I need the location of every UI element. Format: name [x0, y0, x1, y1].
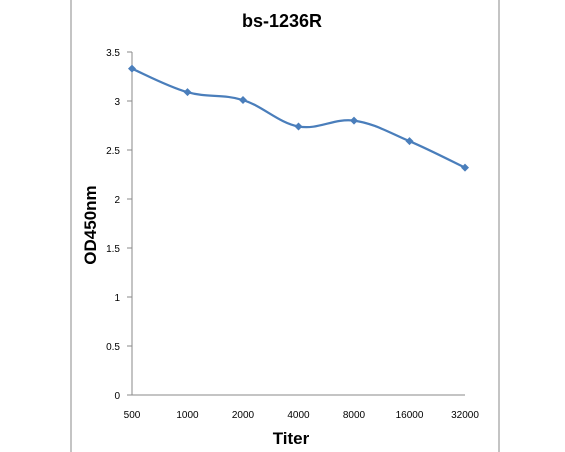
- data-point-marker: [294, 122, 303, 131]
- y-tick-label: 1.5: [106, 244, 120, 255]
- data-point-marker: [183, 88, 192, 97]
- y-tick-label: 2.5: [106, 146, 120, 157]
- y-tick-label: 2: [114, 195, 120, 206]
- chart-title: bs-1236R: [242, 11, 322, 31]
- x-tick-label: 4000: [287, 410, 310, 421]
- data-point-marker: [128, 64, 136, 73]
- x-tick-label: 32000: [451, 410, 479, 421]
- series-layer: [128, 64, 469, 172]
- x-axis-title: Titer: [273, 429, 310, 448]
- x-tick-label: 500: [124, 410, 141, 421]
- x-tick-label: 8000: [343, 410, 366, 421]
- x-tick-label: 16000: [396, 410, 424, 421]
- y-axis-ticks: 0 0.5 1 1.5 2 2.5 3 3.5: [106, 48, 132, 402]
- y-axis-title: OD450nm: [81, 185, 100, 264]
- y-tick-label: 3: [114, 97, 120, 108]
- data-point-marker: [239, 96, 247, 105]
- x-tick-label: 1000: [176, 410, 199, 421]
- y-tick-label: 0: [114, 391, 120, 402]
- x-tick-label: 2000: [232, 410, 255, 421]
- y-tick-label: 0.5: [106, 342, 120, 353]
- series-line: [131, 67, 466, 169]
- y-tick-label: 3.5: [106, 48, 120, 59]
- y-tick-label: 1: [114, 293, 120, 304]
- data-point-marker: [405, 137, 414, 146]
- data-point-marker: [461, 163, 469, 172]
- data-point-marker: [350, 116, 358, 125]
- x-axis-ticks: 500 1000 2000 4000 8000 16000 32000: [124, 410, 480, 421]
